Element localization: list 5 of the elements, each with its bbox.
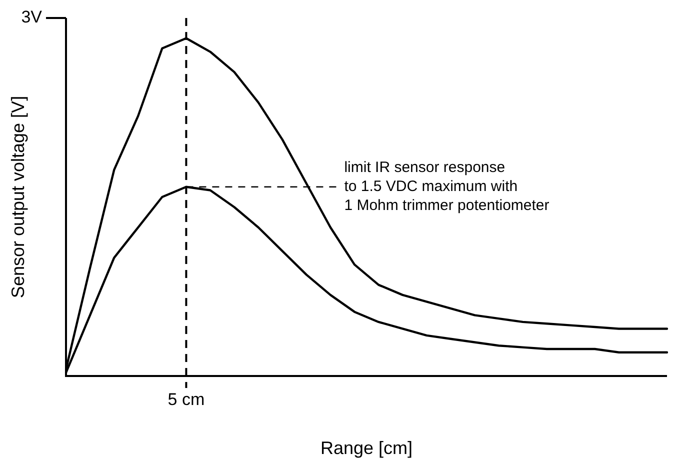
y-axis-title: Sensor output voltage [V] — [8, 96, 28, 298]
text: 3V — [21, 8, 43, 27]
x-axis-title: Range [cm] — [320, 438, 413, 458]
annotation: limit IR sensor response to 1.5 VDC maximum with 1 Mohm trimmer potentiometer — [344, 159, 550, 214]
text: 5 cm — [168, 390, 205, 410]
